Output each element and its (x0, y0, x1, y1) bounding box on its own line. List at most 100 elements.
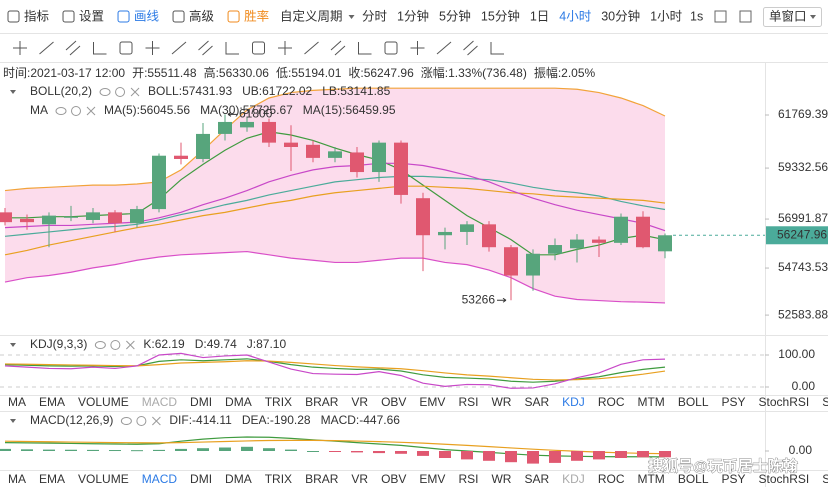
settings-icon[interactable] (115, 87, 126, 97)
draw-tool[interactable] (278, 41, 292, 55)
draw-tool[interactable] (119, 41, 133, 55)
indicator-tab[interactable]: WR (491, 395, 511, 409)
draw-tool[interactable] (93, 42, 107, 55)
period-button[interactable]: 30分钟 (601, 8, 640, 23)
tool-glyph (65, 40, 81, 56)
indicator-tab[interactable]: BRAR (305, 395, 339, 409)
indicator-tab[interactable]: BOLL (678, 472, 709, 486)
tool-button[interactable]: 设置 (79, 8, 104, 23)
indicator-tab[interactable]: KDJ (562, 395, 585, 409)
kdj-plot (0, 352, 765, 389)
indicator-tab[interactable]: VR (351, 472, 368, 486)
indicator-tab[interactable]: MACD (142, 395, 178, 409)
draw-tool[interactable] (304, 41, 319, 55)
draw-tool[interactable] (358, 42, 372, 55)
indicator-tab[interactable]: SAR (524, 395, 549, 409)
indicator-tab[interactable]: EMA (39, 472, 65, 486)
indicator-tab[interactable]: StochRSI (759, 395, 810, 409)
close-icon[interactable] (130, 87, 140, 97)
draw-tool[interactable] (65, 40, 81, 56)
settings-icon[interactable] (110, 340, 121, 350)
indicator-tab[interactable]: OBV (381, 472, 406, 486)
close-icon[interactable] (126, 340, 135, 350)
indicator-tab[interactable]: VOLUME (78, 395, 129, 409)
tool-button[interactable]: 指标 (24, 8, 49, 23)
close-icon[interactable] (86, 106, 96, 116)
tool-button[interactable]: 画线 (134, 9, 160, 23)
draw-tool[interactable] (13, 41, 27, 55)
eye-icon[interactable] (94, 341, 106, 349)
indicator-tab[interactable]: OBV (381, 395, 406, 409)
indicator-tab[interactable]: DMI (190, 395, 212, 409)
draw-tool[interactable] (39, 41, 54, 55)
toolbar-icon[interactable] (739, 10, 752, 23)
indicator-tab[interactable]: WR (491, 472, 511, 486)
draw-tool[interactable] (198, 40, 213, 56)
period-button[interactable]: 5分钟 (439, 8, 471, 23)
candle-body (636, 216, 650, 248)
period-button[interactable]: 4小时 (559, 9, 591, 23)
indicator-tab[interactable]: SMI (822, 472, 828, 486)
period-button[interactable]: 1分钟 (397, 8, 429, 23)
settings-icon[interactable] (136, 416, 147, 426)
eye-icon[interactable] (55, 107, 67, 115)
indicator-tab[interactable]: StochRSI (759, 472, 810, 486)
draw-tool[interactable] (410, 41, 425, 55)
draw-tool[interactable] (145, 41, 160, 55)
indicator-tab[interactable]: MTM (637, 395, 664, 409)
toolbar-icon[interactable] (714, 10, 727, 23)
period-button[interactable]: 1小时 (650, 9, 682, 23)
tool-button[interactable]: 胜率 (244, 8, 269, 23)
draw-tool[interactable] (490, 42, 504, 55)
eye-icon[interactable] (99, 88, 111, 96)
draw-tool[interactable] (252, 41, 265, 55)
indicator-tab[interactable]: RSI (458, 395, 478, 409)
draw-tool[interactable] (463, 40, 478, 56)
indicator-tab[interactable]: BOLL (678, 395, 709, 409)
dropdown-arrow (348, 15, 355, 19)
period-button[interactable]: 1日 (530, 9, 549, 23)
draw-tool[interactable] (436, 41, 452, 55)
draw-tool[interactable] (384, 41, 398, 55)
indicator-tab[interactable]: DMA (225, 472, 252, 486)
period-button[interactable]: 分时 (362, 9, 388, 23)
period-button[interactable]: 15分钟 (481, 8, 520, 23)
eye-icon[interactable] (120, 417, 132, 425)
window-button[interactable] (763, 7, 822, 27)
settings-icon[interactable] (71, 106, 81, 116)
indicator-tab[interactable]: EMV (419, 395, 445, 409)
indicator-tab[interactable]: DMI (190, 472, 212, 486)
indicator-tab[interactable]: EMA (39, 395, 65, 409)
draw-tool[interactable] (225, 42, 239, 55)
indicator-tab[interactable]: MTM (637, 472, 664, 486)
indicator-tab[interactable]: SMI (822, 395, 828, 409)
indicator-tab[interactable]: VOLUME (78, 472, 129, 486)
indicator-tab[interactable]: SAR (524, 472, 549, 486)
indicator-tab[interactable]: RSI (458, 472, 478, 486)
tool-button[interactable]: 高级 (189, 8, 215, 23)
indicator-tab[interactable]: TRIX (265, 472, 292, 486)
indicator-tab[interactable]: BRAR (305, 472, 339, 486)
custom-period[interactable]: 自定义周期 (280, 8, 343, 23)
candle-body (350, 152, 364, 173)
macd-bar (0, 448, 11, 451)
close-icon[interactable] (152, 416, 161, 426)
indicator-tab[interactable]: DMA (225, 395, 252, 409)
macd-bar (351, 451, 363, 453)
indicator-tab[interactable]: TRIX (265, 395, 292, 409)
indicator-tab[interactable]: PSY (722, 395, 746, 409)
indicator-tab[interactable]: MA (8, 395, 26, 409)
refresh-rate[interactable]: 1s (690, 9, 703, 23)
indicator-tab[interactable]: KDJ (562, 472, 585, 486)
draw-tool[interactable] (171, 41, 187, 55)
indicator-tab[interactable]: MACD (142, 472, 178, 486)
indicator-tab[interactable]: ROC (598, 395, 625, 409)
indicator-tab[interactable]: VR (351, 395, 368, 409)
draw-tool[interactable] (330, 40, 346, 56)
indicator-tab[interactable]: PSY (722, 472, 746, 486)
indicator-tab[interactable]: EMV (419, 472, 445, 486)
indicator-tab[interactable]: ROC (598, 472, 625, 486)
dropdown-arrow (810, 15, 816, 19)
indicator-tab[interactable]: MA (8, 472, 26, 486)
